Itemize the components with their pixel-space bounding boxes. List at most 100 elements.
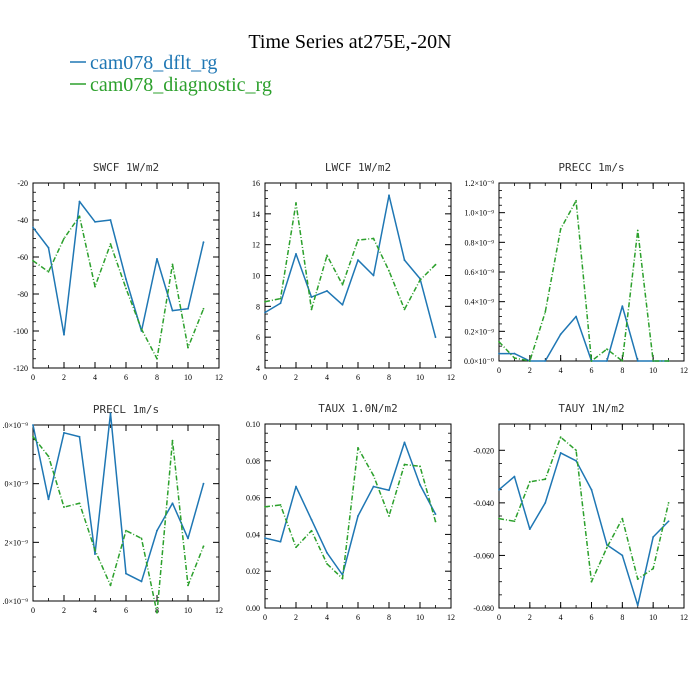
series-2-point xyxy=(498,517,500,520)
y-tick-label: -0.040 xyxy=(473,499,494,508)
series-1-point xyxy=(156,257,158,260)
y-tick-label: .0×10⁻⁹ xyxy=(2,597,28,606)
series-2-point xyxy=(125,529,127,532)
series-1-point xyxy=(279,302,282,305)
panels: SWCF 1W/m2 0 2 4 6 8 10 12 -120 -100 -80 -60 -40 -20 L… xyxy=(2,161,688,622)
y-tick-label: 0.2×10⁻⁹ xyxy=(464,327,494,336)
y-tick-label: 4 xyxy=(256,364,260,373)
series-1-point xyxy=(590,488,593,491)
y-tick-label: -80 xyxy=(17,290,28,299)
series-1-point xyxy=(372,485,375,488)
x-tick-label: 0 xyxy=(31,373,35,382)
x-tick-label: 12 xyxy=(215,606,223,615)
series-2-point xyxy=(279,297,282,300)
series-1-point xyxy=(125,572,127,575)
series-1-point xyxy=(202,482,205,485)
series-1-point xyxy=(78,200,81,203)
series-2-point xyxy=(94,549,96,552)
y-tick-label: 0.4×10⁻⁹ xyxy=(464,298,494,307)
series-1-point xyxy=(140,580,143,583)
y-tick-label: 0.0×10⁻⁰ xyxy=(464,357,494,366)
series-2-line xyxy=(264,447,437,580)
series-2-point xyxy=(419,465,421,468)
series-2-point xyxy=(202,307,205,310)
x-tick-label: 0 xyxy=(263,373,267,382)
series-1-point xyxy=(47,246,50,249)
series-2-point xyxy=(652,360,655,362)
y-tick-label: 0.00 xyxy=(246,604,260,613)
series-2-point xyxy=(403,463,406,466)
x-tick-label: 12 xyxy=(447,373,455,382)
series-2-point xyxy=(264,300,266,303)
series-2-point xyxy=(606,546,608,549)
x-tick-label: 8 xyxy=(387,373,391,382)
x-tick-label: 4 xyxy=(559,366,563,375)
series-1-point xyxy=(667,520,670,523)
series-1-line xyxy=(32,200,205,336)
series-1-point xyxy=(434,513,437,516)
y-tick-label: 6 xyxy=(256,333,260,342)
x-tick-label: 6 xyxy=(590,613,594,622)
series-1-point xyxy=(264,537,266,539)
series-2-point xyxy=(295,546,297,549)
y-tick-label: 8 xyxy=(256,302,260,311)
series-2-point xyxy=(434,263,437,266)
series-2-point xyxy=(403,308,406,311)
series-1-point xyxy=(544,501,547,504)
series-1-point xyxy=(621,554,624,557)
series-2-point xyxy=(341,577,344,580)
series-2-point xyxy=(78,502,81,505)
series-2-point xyxy=(326,562,328,565)
series-2-point xyxy=(156,357,158,360)
x-tick-label: 6 xyxy=(590,366,594,375)
series-2-point xyxy=(513,357,516,359)
x-tick-label: 10 xyxy=(184,606,192,615)
series-1-point xyxy=(341,303,344,306)
y-tick-label: -0.080 xyxy=(473,604,494,613)
series-1-point xyxy=(78,435,81,438)
x-tick-label: 4 xyxy=(325,613,329,622)
series-1-point xyxy=(498,352,500,355)
series-2-point xyxy=(140,537,143,540)
series-1-point xyxy=(32,424,34,426)
series-1-point xyxy=(171,502,174,505)
series-1-point xyxy=(295,253,297,255)
series-2-point xyxy=(310,308,313,311)
series-2-point xyxy=(528,360,531,362)
panel-2: LWCF 1W/m2 0 2 4 6 8 10 12 4 6 8 10 12 14 16 xyxy=(252,161,455,382)
series-2-point xyxy=(140,328,143,331)
series-1-point xyxy=(528,528,531,531)
x-tick-label: 0 xyxy=(31,606,35,615)
series-1-point xyxy=(202,241,205,244)
series-1-point xyxy=(434,336,437,339)
y-tick-label: 0×10⁻⁹ xyxy=(4,480,28,489)
series-1-line xyxy=(499,305,669,362)
x-tick-label: 10 xyxy=(649,613,657,622)
series-2-point xyxy=(32,259,34,262)
x-tick-label: 4 xyxy=(559,613,563,622)
series-1-point xyxy=(498,488,500,491)
series-2-point xyxy=(171,263,174,266)
series-1-point xyxy=(326,551,328,554)
series-1-point xyxy=(388,194,390,197)
panel-title: SWCF 1W/m2 xyxy=(93,161,159,174)
series-1-point xyxy=(575,315,577,318)
series-1-point xyxy=(559,452,562,454)
series-2-point xyxy=(667,501,670,504)
series-2-point xyxy=(156,611,158,614)
x-tick-label: 2 xyxy=(528,366,532,375)
series-2-point xyxy=(187,346,189,349)
series-2-point xyxy=(388,515,390,517)
x-tick-label: 8 xyxy=(620,366,624,375)
series-1-point xyxy=(63,431,65,434)
legend-label-1: cam078_dflt_rg xyxy=(90,52,217,74)
series-2-point xyxy=(513,520,516,523)
x-tick-label: 6 xyxy=(124,373,128,382)
y-tick-label: 1.0×10⁻⁹ xyxy=(464,209,494,218)
x-tick-label: 8 xyxy=(620,613,624,622)
panel-4: PRECL 1m/s0 2 4 6 8 10 12.0×10⁻⁹2×10⁻⁹0×10⁻⁹.0… xyxy=(2,403,223,615)
series-2-point xyxy=(32,435,34,438)
y-tick-label: 0.06 xyxy=(246,494,260,503)
y-tick-label: .0×10⁻⁹ xyxy=(2,421,28,430)
series-2-point xyxy=(528,480,531,483)
